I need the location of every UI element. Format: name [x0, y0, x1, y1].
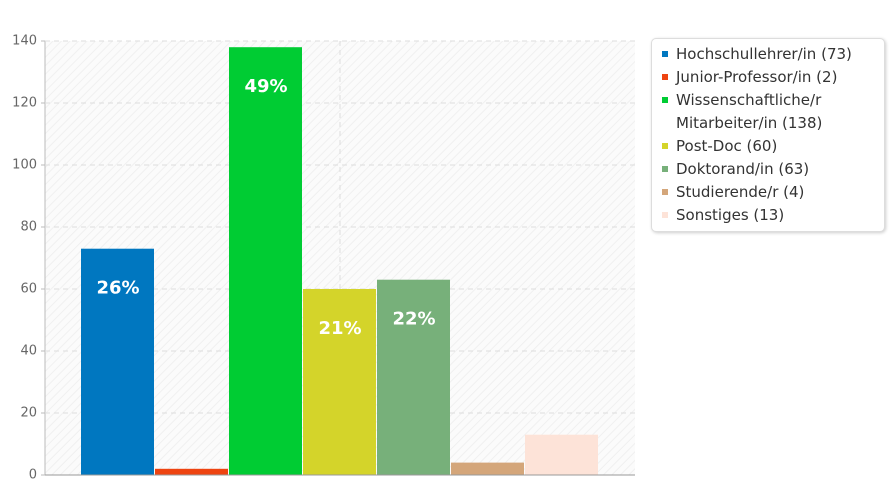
bar [451, 462, 524, 475]
legend-item[interactable]: Doktorand/in (63) [658, 158, 878, 181]
legend-marker [662, 51, 668, 57]
legend: Hochschullehrer/in (73) Junior-Professor/… [651, 38, 885, 232]
bar [377, 279, 450, 475]
bar-label: 49% [244, 76, 287, 97]
legend-marker [662, 166, 668, 172]
legend-label: Wissenschaftliche/r Mitarbeiter/in (138) [676, 91, 823, 132]
bar [525, 434, 598, 475]
bar [303, 289, 376, 475]
legend-label: Hochschullehrer/in (73) [676, 45, 852, 63]
y-tick-label: 60 [20, 282, 37, 297]
bar-label: 22% [392, 309, 435, 330]
legend-label: Sonstiges (13) [676, 206, 785, 224]
legend-marker [662, 212, 668, 218]
legend-marker [662, 97, 668, 103]
bar [155, 468, 228, 475]
legend-item[interactable]: Wissenschaftliche/r Mitarbeiter/in (138) [658, 89, 878, 135]
legend-label: Junior-Professor/in (2) [676, 68, 838, 86]
bar-label: 26% [96, 278, 139, 299]
legend-item[interactable]: Sonstiges (13) [658, 204, 878, 227]
y-tick-label: 0 [29, 468, 37, 483]
y-tick-label: 80 [20, 220, 37, 235]
legend-item[interactable]: Junior-Professor/in (2) [658, 66, 878, 89]
bar [229, 47, 302, 475]
legend-marker [662, 143, 668, 149]
legend-item[interactable]: Studierende/r (4) [658, 181, 878, 204]
bar [81, 248, 154, 475]
legend-label: Doktorand/in (63) [676, 160, 810, 178]
legend-label: Studierende/r (4) [676, 183, 805, 201]
y-tick-label: 100 [12, 158, 37, 173]
legend-marker [662, 189, 668, 195]
legend-label: Post-Doc (60) [676, 137, 778, 155]
bar-label: 21% [318, 318, 361, 339]
y-tick-label: 20 [20, 406, 37, 421]
legend-item[interactable]: Post-Doc (60) [658, 135, 878, 158]
y-tick-label: 140 [12, 34, 37, 49]
legend-marker [662, 74, 668, 80]
y-tick-label: 120 [12, 96, 37, 111]
y-tick-label: 40 [20, 344, 37, 359]
legend-item[interactable]: Hochschullehrer/in (73) [658, 43, 878, 66]
